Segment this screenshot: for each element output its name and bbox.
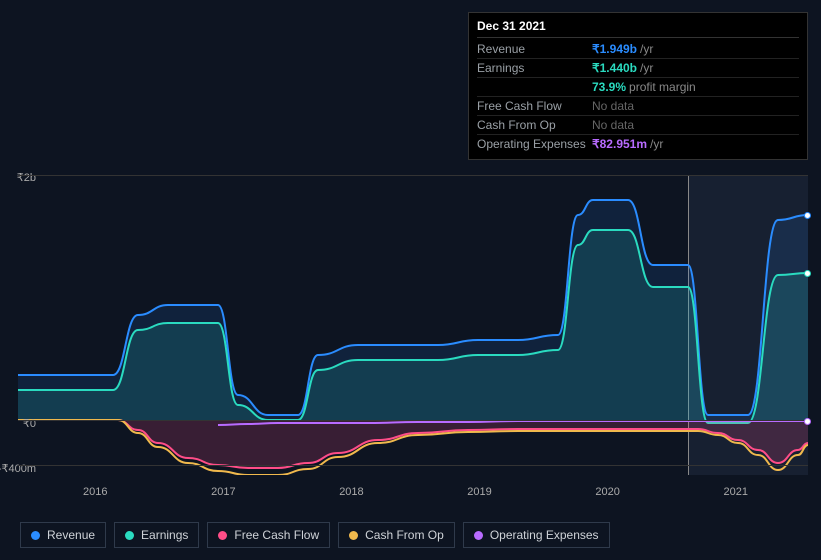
tooltip-row: Operating Expenses₹82.951m/yr (477, 135, 799, 153)
y-axis-label: ₹2b (0, 171, 36, 184)
tooltip-row-label: Earnings (477, 61, 592, 75)
tooltip-row: 73.9%profit margin (477, 78, 799, 97)
legend-item[interactable]: Earnings (114, 522, 199, 548)
x-axis-label: 2018 (339, 486, 363, 498)
x-axis-label: 2019 (467, 486, 491, 498)
legend-item[interactable]: Operating Expenses (463, 522, 610, 548)
legend-label: Revenue (47, 528, 95, 542)
tooltip-title: Dec 31 2021 (477, 19, 799, 38)
tooltip-row: Cash From OpNo data (477, 116, 799, 135)
gridline (18, 420, 808, 421)
tooltip-row-nodata: No data (592, 99, 634, 113)
tooltip-row-unit: /yr (640, 61, 653, 75)
legend-item[interactable]: Free Cash Flow (207, 522, 330, 548)
plot-area[interactable] (18, 175, 808, 475)
legend-swatch (349, 531, 358, 540)
legend-label: Operating Expenses (490, 528, 599, 542)
x-axis-label: 2016 (83, 486, 107, 498)
series-end-dot (804, 212, 811, 219)
legend-label: Free Cash Flow (234, 528, 319, 542)
financial-area-chart: ₹2b₹0-₹400m 201620172018201920202021 (18, 155, 808, 480)
legend-swatch (125, 531, 134, 540)
tooltip-row-label (477, 80, 592, 94)
tooltip-row-label: Operating Expenses (477, 137, 592, 151)
x-axis-labels: 2016 2017 2018 2019 2020 2021 (18, 486, 808, 498)
legend-label: Cash From Op (365, 528, 444, 542)
x-axis-label: 2021 (723, 486, 747, 498)
legend-item[interactable]: Cash From Op (338, 522, 455, 548)
x-axis-label: 2020 (595, 486, 619, 498)
legend-swatch (218, 531, 227, 540)
tooltip-row-nodata: No data (592, 118, 634, 132)
tooltip-row-label: Revenue (477, 42, 592, 56)
tooltip-row-unit: /yr (650, 137, 663, 151)
tooltip-row-value: 73.9% (592, 80, 626, 94)
gridline (18, 175, 808, 176)
x-axis-label: 2017 (211, 486, 235, 498)
series-end-dot (804, 270, 811, 277)
legend-label: Earnings (141, 528, 188, 542)
tooltip-row-value: ₹1.440b (592, 61, 637, 75)
chart-tooltip: Dec 31 2021 Revenue₹1.949b/yrEarnings₹1.… (468, 12, 808, 160)
series-end-dot (804, 418, 811, 425)
y-axis-label: -₹400m (0, 462, 36, 475)
chart-legend: Revenue Earnings Free Cash Flow Cash From O… (20, 522, 610, 548)
tooltip-row-unit: profit margin (629, 80, 696, 94)
tooltip-row-unit: /yr (640, 42, 653, 56)
tooltip-row: Earnings₹1.440b/yr (477, 59, 799, 78)
tooltip-row-label: Free Cash Flow (477, 99, 592, 113)
legend-swatch (474, 531, 483, 540)
tooltip-row-value: ₹1.949b (592, 42, 637, 56)
gridline (18, 465, 808, 466)
tooltip-row: Revenue₹1.949b/yr (477, 40, 799, 59)
legend-swatch (31, 531, 40, 540)
legend-item[interactable]: Revenue (20, 522, 106, 548)
y-axis-label: ₹0 (0, 417, 36, 430)
tooltip-row-value: ₹82.951m (592, 137, 647, 151)
tooltip-row-label: Cash From Op (477, 118, 592, 132)
tooltip-row: Free Cash FlowNo data (477, 97, 799, 116)
